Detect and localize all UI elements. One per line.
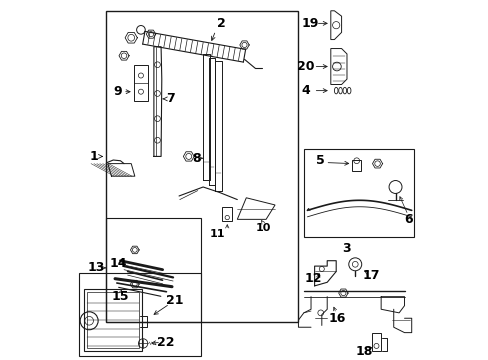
Text: 15: 15 [111,290,129,303]
Text: 7: 7 [166,93,175,105]
Text: 22: 22 [156,336,174,349]
Bar [106,11,298,322]
Text: 12: 12 [304,272,321,285]
Text: 18: 18 [355,345,372,358]
Text: 2: 2 [216,17,225,30]
Bar [222,207,232,221]
Text: 21: 21 [165,294,183,307]
Text: 5: 5 [315,153,324,167]
Text: 20: 20 [296,60,314,73]
Bar [84,289,142,351]
Text: 19: 19 [301,17,318,30]
Bar [79,273,201,356]
Text: 1: 1 [90,150,99,163]
Bar [352,160,361,171]
Text: 17: 17 [362,269,379,282]
Text: 16: 16 [328,312,345,325]
Bar [106,217,201,322]
Text: 8: 8 [192,152,201,165]
Bar [303,149,413,237]
Text: 6: 6 [403,213,411,226]
Bar [371,333,380,351]
Text: 4: 4 [301,84,309,97]
Bar [87,292,139,348]
Text: 9: 9 [113,85,122,98]
Text: 3: 3 [342,242,350,255]
Text: 14: 14 [109,257,126,270]
Bar [134,65,148,101]
Text: 13: 13 [87,261,105,274]
Text: 11: 11 [209,229,225,239]
Text: 10: 10 [255,223,271,233]
